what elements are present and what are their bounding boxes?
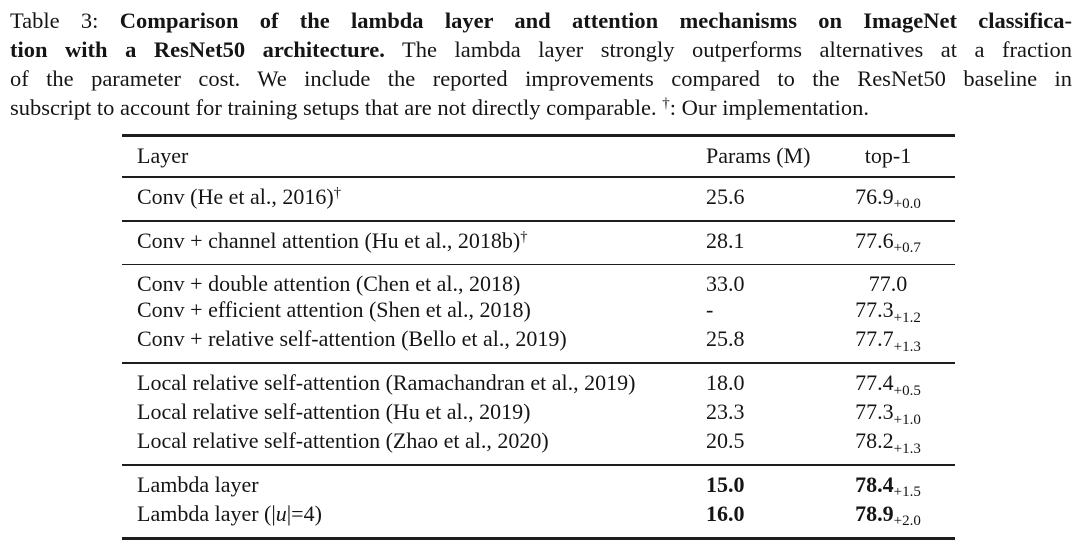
top1-cell: 78.4+1.5 (823, 472, 955, 501)
table-section: Lambda layer 15.0 78.4+1.5 Lambda layer (|u… (122, 466, 955, 537)
table-mid-rule (122, 464, 955, 466)
top1-value: 76.9 (855, 183, 894, 209)
layer-cell: Conv + efficient attention (Shen et al.,… (137, 297, 531, 323)
top1-improvement-subscript: +0.7 (893, 240, 921, 257)
table-caption: Table 3: Comparison of the lambda layer … (10, 6, 1072, 122)
table-header-rule (122, 176, 955, 178)
results-table: Layer Params (M) top-1 Conv (He et al., … (122, 134, 955, 540)
dagger-footnote-marker: † (520, 228, 528, 245)
table-row: Lambda layer 15.0 78.4+1.5 (122, 472, 955, 501)
params-cell: - (706, 297, 714, 323)
column-header-params: Params (M) (706, 143, 811, 168)
top1-improvement-subscript: +1.5 (893, 484, 921, 501)
params-cell: 33.0 (706, 271, 745, 297)
table-row: Local relative self-attention (Zhao et a… (122, 428, 955, 457)
top1-cell: 76.9+0.0 (823, 184, 955, 213)
layer-cell: Local relative self-attention (Ramachand… (137, 370, 636, 396)
params-cell: 23.3 (706, 399, 745, 425)
top1-cell: 77.3+1.2 (823, 297, 955, 326)
layer-cell: Conv + relative self-attention (Bello et… (137, 326, 567, 352)
params-cell: 25.6 (706, 183, 745, 209)
top1-value: 78.4 (855, 471, 894, 497)
column-header-top1: top-1 (864, 143, 912, 168)
top1-cell: 77.7+1.3 (823, 326, 955, 355)
top1-cell: 77.4+0.5 (823, 370, 955, 399)
top1-value: 77.0 (868, 271, 908, 297)
table-mid-rule (122, 263, 955, 266)
top1-value: 78.9 (855, 500, 894, 526)
top1-value: 77.6 (855, 227, 894, 253)
dagger-footnote-marker: † (662, 95, 670, 112)
table-row: Conv + efficient attention (Shen et al.,… (122, 297, 955, 326)
top1-improvement-subscript: +1.3 (893, 440, 921, 457)
top1-value: 77.3 (855, 399, 894, 425)
table-row: Conv + relative self-attention (Bello et… (122, 326, 955, 355)
top1-cell: 77.0 (823, 271, 955, 297)
table-header-row: Layer Params (M) top-1 (122, 137, 955, 176)
table-row: Local relative self-attention (Ramachand… (122, 370, 955, 399)
table-body: Conv (He et al., 2016)† 25.6 76.9+0.0 Conv … (122, 178, 955, 540)
table-row: Conv (He et al., 2016)† 25.6 76.9+0.0 (122, 184, 955, 213)
top1-improvement-subscript: +1.2 (893, 309, 921, 326)
caption-line: tion with a ResNet50 architecture. The l… (10, 37, 1072, 62)
layer-cell: Conv + double attention (Chen et al., 20… (137, 271, 521, 297)
params-cell: 20.5 (706, 428, 745, 454)
caption-line: of the parameter cost. We include the re… (10, 66, 1072, 91)
layer-cell: Conv + channel attention (Hu et al., 201… (137, 227, 528, 253)
table-row: Local relative self-attention (Hu et al.… (122, 399, 955, 428)
top1-value: 77.4 (855, 370, 894, 396)
params-cell: 18.0 (706, 370, 745, 396)
layer-cell: Local relative self-attention (Hu et al.… (137, 399, 531, 425)
table-row: Conv + channel attention (Hu et al., 201… (122, 228, 955, 257)
params-cell: 25.8 (706, 326, 745, 352)
top1-improvement-subscript: +0.0 (893, 196, 921, 213)
top1-value: 77.7 (855, 326, 894, 352)
top1-improvement-subscript: +0.5 (893, 382, 921, 399)
table-mid-rule (122, 362, 955, 365)
dagger-footnote-marker: † (333, 184, 341, 201)
caption-line: subscript to account for training setups… (10, 95, 870, 120)
top1-cell: 77.6+0.7 (823, 228, 955, 257)
layer-cell: Conv (He et al., 2016)† (137, 183, 341, 209)
table-mid-rule (122, 219, 955, 222)
table-section: Conv + double attention (Chen et al., 20… (122, 265, 955, 362)
caption-line: Table 3: Comparison of the lambda layer … (10, 8, 1072, 33)
params-cell: 15.0 (706, 471, 745, 497)
layer-cell: Lambda layer (137, 471, 259, 497)
table-row: Lambda layer (|u|=4) 16.0 78.9+2.0 (122, 501, 955, 530)
params-cell: 28.1 (706, 227, 745, 253)
top1-value: 78.2 (855, 428, 894, 454)
top1-cell: 78.9+2.0 (823, 501, 955, 530)
table-section: Conv + channel attention (Hu et al., 201… (122, 222, 955, 264)
layer-cell: Lambda layer (|u|=4) (137, 500, 322, 526)
top1-cell: 77.3+1.0 (823, 399, 955, 428)
table-section: Local relative self-attention (Ramachand… (122, 364, 955, 464)
top1-improvement-subscript: +1.0 (893, 411, 921, 428)
top1-value: 77.3 (855, 297, 894, 323)
top1-improvement-subscript: +1.3 (893, 338, 921, 355)
table-row: Conv + double attention (Chen et al., 20… (122, 271, 955, 297)
column-header-layer: Layer (137, 143, 189, 168)
layer-cell: Local relative self-attention (Zhao et a… (137, 428, 549, 454)
top1-cell: 78.2+1.3 (823, 428, 955, 457)
top1-improvement-subscript: +2.0 (893, 513, 921, 530)
params-cell: 16.0 (706, 500, 745, 526)
table-top-rule (122, 134, 955, 137)
table-section: Conv (He et al., 2016)† 25.6 76.9+0.0 (122, 178, 955, 220)
